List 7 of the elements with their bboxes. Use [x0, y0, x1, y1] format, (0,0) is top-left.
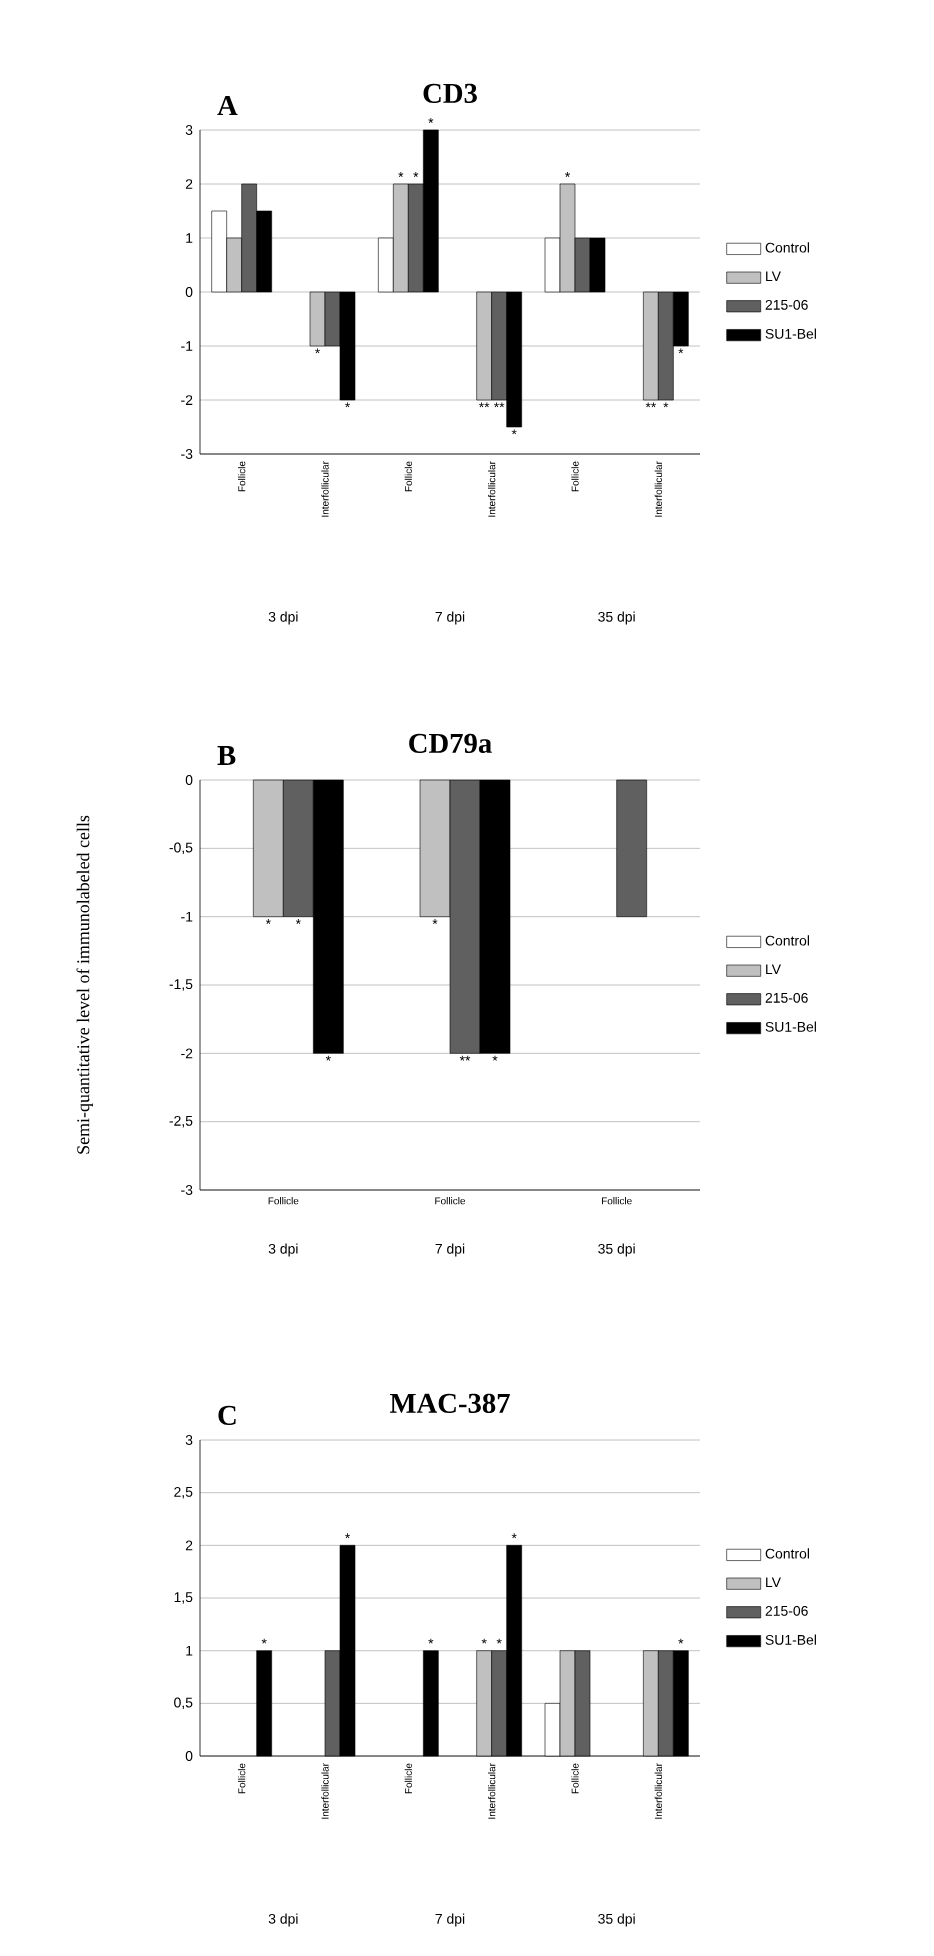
chart-title: CD3: [423, 83, 477, 104]
chart-title: CD79a: [409, 733, 492, 754]
text: B: [217, 746, 236, 765]
text: A: [217, 96, 238, 115]
chart-title: MAC-387: [389, 1393, 510, 1414]
text: C: [218, 1405, 236, 1425]
y-axis-title: Semi-quantitative level of immunolabeled cells: [76, 815, 93, 1154]
